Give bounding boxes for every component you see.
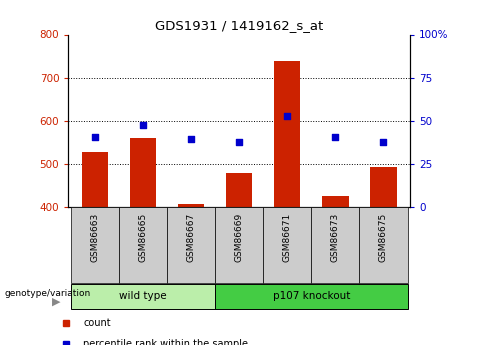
FancyBboxPatch shape (167, 207, 215, 283)
Text: GSM86667: GSM86667 (186, 213, 196, 262)
Point (380, 139, 387, 145)
FancyBboxPatch shape (215, 207, 263, 283)
FancyBboxPatch shape (311, 207, 359, 283)
Point (235, 139, 243, 145)
Bar (274, 61, 301, 207)
Bar (226, 172, 252, 207)
Text: GSM86671: GSM86671 (283, 213, 292, 262)
Point (91, 134, 99, 140)
Text: GSM86669: GSM86669 (235, 213, 244, 262)
Point (284, 114, 291, 119)
FancyBboxPatch shape (215, 284, 407, 309)
Text: GSM86673: GSM86673 (331, 213, 340, 262)
FancyBboxPatch shape (359, 207, 407, 283)
FancyBboxPatch shape (71, 284, 215, 309)
Bar (178, 204, 204, 207)
Text: genotype/variation: genotype/variation (5, 289, 91, 298)
FancyBboxPatch shape (71, 207, 119, 283)
Bar (322, 196, 348, 207)
FancyBboxPatch shape (263, 207, 311, 283)
Point (187, 137, 195, 142)
Text: p107 knockout: p107 knockout (273, 291, 350, 301)
Text: GSM86663: GSM86663 (90, 213, 99, 262)
Text: GSM86665: GSM86665 (139, 213, 147, 262)
Text: percentile rank within the sample: percentile rank within the sample (83, 339, 248, 345)
Text: wild type: wild type (119, 291, 167, 301)
Point (331, 134, 339, 140)
Text: GSM86675: GSM86675 (379, 213, 388, 262)
Point (139, 122, 147, 128)
Text: ▶: ▶ (52, 297, 61, 307)
Title: GDS1931 / 1419162_s_at: GDS1931 / 1419162_s_at (155, 19, 323, 32)
Text: count: count (83, 318, 111, 328)
Bar (370, 167, 397, 207)
FancyBboxPatch shape (119, 207, 167, 283)
Bar (81, 152, 108, 207)
Bar (130, 138, 156, 207)
